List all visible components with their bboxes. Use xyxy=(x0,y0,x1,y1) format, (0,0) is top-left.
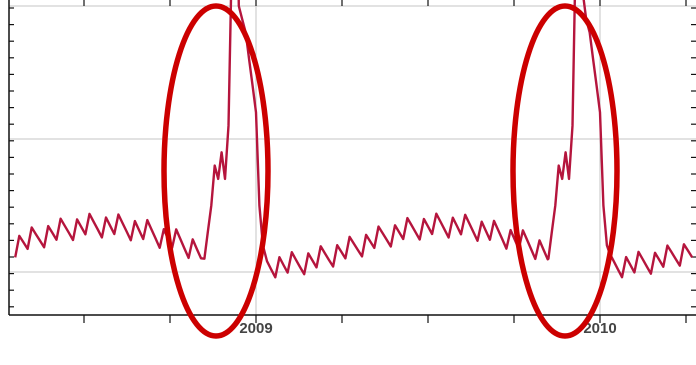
x-tick-label: 2010 xyxy=(583,320,616,337)
annotation-ellipses xyxy=(161,3,620,339)
highlight-ellipse xyxy=(510,3,620,339)
gridlines xyxy=(9,0,696,315)
series-group xyxy=(14,0,694,279)
axis-ticks xyxy=(9,0,696,323)
highlight-ellipse xyxy=(161,3,271,339)
x-tick-label: 2009 xyxy=(239,320,272,337)
series-line xyxy=(14,0,694,279)
x-tick-labels: 2009 2010 xyxy=(239,320,616,337)
